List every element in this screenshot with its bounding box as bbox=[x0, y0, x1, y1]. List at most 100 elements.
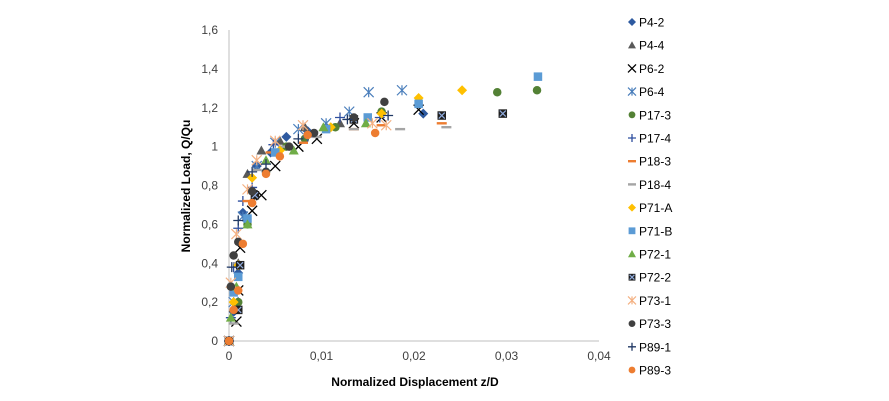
series-p89-3 bbox=[224, 128, 380, 346]
data-point bbox=[243, 214, 252, 223]
data-point bbox=[234, 272, 243, 282]
legend-label: P6-2 bbox=[639, 62, 665, 76]
data-point bbox=[261, 159, 271, 170]
legend-entry: P71-B bbox=[628, 224, 672, 238]
series-p18-3 bbox=[224, 122, 447, 343]
data-marks bbox=[223, 72, 543, 347]
series-p73-1 bbox=[223, 117, 392, 347]
legend-entry: P73-3 bbox=[628, 317, 671, 331]
legend-entry: P17-3 bbox=[628, 108, 671, 122]
legend-marker-icon bbox=[628, 41, 636, 49]
data-point bbox=[284, 142, 294, 151]
data-point bbox=[229, 288, 238, 297]
legend-entry: P72-2 bbox=[628, 271, 671, 285]
data-point bbox=[234, 286, 243, 295]
data-point bbox=[288, 145, 299, 155]
x-tick-label: 0,04 bbox=[587, 349, 611, 363]
legend-entry: P89-3 bbox=[628, 364, 671, 378]
x-tick-label: 0,03 bbox=[495, 349, 519, 363]
legend-label: P4-2 bbox=[639, 16, 665, 30]
data-point bbox=[229, 305, 238, 315]
y-tick-label: 0,8 bbox=[201, 179, 218, 193]
data-point bbox=[297, 119, 309, 131]
data-point bbox=[271, 148, 280, 157]
data-point bbox=[235, 260, 245, 270]
data-point bbox=[230, 228, 242, 240]
legend-entry: P4-2 bbox=[628, 16, 665, 30]
data-point bbox=[360, 118, 371, 128]
data-point bbox=[303, 130, 312, 140]
data-point bbox=[363, 113, 372, 122]
legend-marker-icon bbox=[628, 134, 636, 142]
data-point bbox=[498, 109, 508, 118]
data-point bbox=[436, 122, 447, 125]
x-tick-label: 0,01 bbox=[310, 349, 334, 363]
data-point bbox=[335, 112, 345, 123]
data-point bbox=[281, 131, 292, 142]
data-point bbox=[414, 99, 423, 109]
data-point bbox=[318, 122, 329, 132]
legend-label: P18-4 bbox=[639, 178, 671, 192]
data-point bbox=[251, 168, 262, 172]
data-point bbox=[441, 125, 452, 129]
data-point bbox=[226, 262, 237, 273]
legend-entry: P71-A bbox=[628, 201, 672, 215]
x-tick-label: 0,02 bbox=[402, 349, 426, 363]
series-p4-2 bbox=[224, 108, 429, 346]
data-point bbox=[247, 172, 258, 183]
data-point bbox=[229, 251, 238, 260]
data-point bbox=[233, 215, 244, 226]
y-tick-label: 1,6 bbox=[201, 23, 218, 37]
y-tick-label: 0,2 bbox=[201, 295, 218, 309]
axes bbox=[228, 30, 599, 342]
x-axis-label: Normalized Displacement z/D bbox=[331, 375, 499, 389]
data-point bbox=[376, 124, 387, 127]
y-tick-label: 0,4 bbox=[201, 256, 218, 270]
series-p71-a bbox=[224, 85, 468, 346]
data-point bbox=[363, 86, 375, 98]
data-point bbox=[395, 127, 406, 131]
data-point bbox=[228, 297, 239, 308]
legend-marker-icon bbox=[628, 320, 636, 327]
data-point bbox=[493, 87, 502, 97]
data-point bbox=[380, 119, 392, 131]
data-point bbox=[261, 169, 271, 179]
legend-label: P89-1 bbox=[639, 340, 671, 354]
y-tick-label: 1,4 bbox=[201, 62, 218, 76]
data-point bbox=[242, 199, 253, 203]
series-p6-2 bbox=[223, 104, 425, 347]
legend-label: P73-3 bbox=[639, 317, 671, 331]
data-point bbox=[383, 110, 394, 121]
data-point bbox=[275, 152, 285, 161]
data-point bbox=[532, 86, 542, 95]
legend-label: P72-2 bbox=[639, 271, 671, 285]
data-point bbox=[246, 205, 258, 217]
data-point bbox=[242, 219, 253, 229]
legend-marker-icon bbox=[628, 250, 636, 258]
data-point bbox=[342, 114, 353, 125]
data-point bbox=[380, 97, 389, 107]
y-axis-label: Normalized Load, Q/Qu bbox=[179, 120, 193, 253]
legend-marker-icon bbox=[628, 18, 636, 26]
legend-marker-icon bbox=[628, 366, 636, 374]
legend-marker-icon bbox=[627, 295, 637, 305]
legend-entry: P6-4 bbox=[627, 85, 665, 99]
data-point bbox=[268, 139, 279, 150]
legend-entry: P73-1 bbox=[627, 294, 671, 308]
data-point bbox=[238, 239, 248, 249]
legend-entry: P18-4 bbox=[628, 178, 671, 192]
data-point bbox=[247, 187, 257, 196]
data-point bbox=[247, 166, 258, 177]
legend-marker-icon bbox=[628, 183, 636, 186]
legend: P4-2 P4-4 P6-2 P6-4 P17-3 P17-4 P18-3 P18-4 P71-… bbox=[627, 16, 672, 378]
data-point bbox=[349, 113, 359, 122]
data-point bbox=[298, 141, 308, 144]
legend-label: P18-3 bbox=[639, 155, 671, 169]
legend-marker-icon bbox=[628, 111, 636, 119]
legend-label: P73-1 bbox=[639, 294, 671, 308]
data-point bbox=[348, 127, 359, 131]
data-point bbox=[269, 135, 281, 147]
legend-label: P71-A bbox=[639, 201, 672, 215]
data-point bbox=[224, 336, 234, 346]
